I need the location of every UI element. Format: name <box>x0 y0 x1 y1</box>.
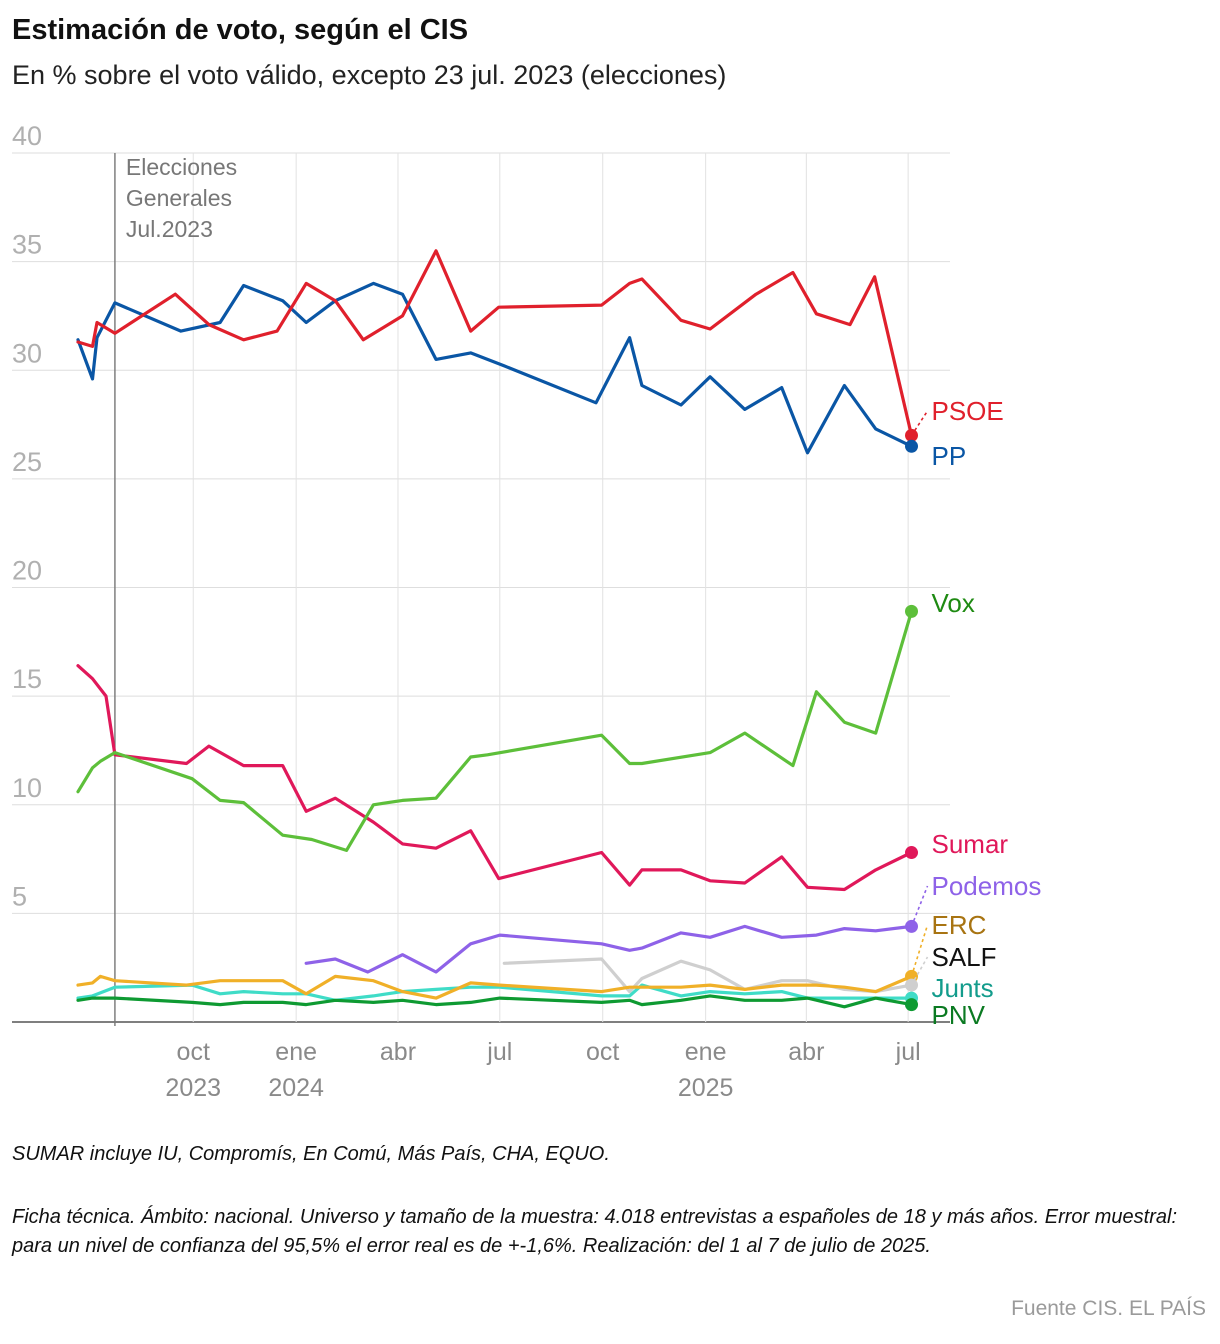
end-point-podemos <box>905 919 919 933</box>
x-tick-label: oct <box>177 1038 210 1066</box>
election-annotation-text: Elecciones <box>126 154 237 180</box>
series-label-erc: ERC <box>932 910 987 940</box>
y-tick-label: 20 <box>12 556 42 586</box>
series-line-podemos <box>304 924 914 974</box>
chart-title: Estimación de voto, según el CIS <box>12 14 469 46</box>
y-tick-label: 15 <box>12 664 42 694</box>
series-label-sumar: Sumar <box>932 829 1009 859</box>
series-line-vox <box>76 609 914 852</box>
x-axis-labels: oct 2023 ene 2024 abr jul oct ene 2025 abr jul <box>165 1038 920 1102</box>
x-tick-label: abr <box>380 1038 416 1066</box>
annotation-layer: Elecciones Generales Jul.2023 <box>114 153 237 1026</box>
leader-line-psoe <box>910 410 929 436</box>
x-tick-label: jul <box>486 1038 512 1066</box>
x-tick-label: abr <box>788 1038 824 1066</box>
series-line-erc <box>76 974 914 1000</box>
series-label-salf: SALF <box>932 942 997 972</box>
series-layer <box>76 249 914 1009</box>
x-tick-label: oct <box>586 1038 619 1066</box>
note-ficha-tecnica: Ficha técnica. Ámbito: nacional. Univers… <box>12 1206 1178 1257</box>
x-tick-year-label: 2025 <box>678 1074 734 1102</box>
grid <box>12 152 950 1023</box>
series-label-pp: PP <box>932 441 967 471</box>
y-tick-label: 5 <box>12 881 27 911</box>
y-tick-label: 10 <box>12 773 42 803</box>
series-label-psoe: PSOE <box>932 396 1004 426</box>
x-tick-year-label: 2024 <box>268 1074 324 1102</box>
end-point-pnv <box>905 998 919 1012</box>
series-label-vox: Vox <box>932 588 975 618</box>
series-line-junts <box>76 983 914 1002</box>
series-line-salf <box>502 957 914 994</box>
x-tick-year-label: 2023 <box>165 1074 221 1102</box>
end-point-salf <box>905 978 919 992</box>
end-point-sumar <box>905 846 919 860</box>
note-sumar: SUMAR incluye IU, Compromís, En Comú, Má… <box>12 1143 610 1165</box>
series-label-podemos: Podemos <box>932 871 1042 901</box>
leader-line-salf <box>910 956 929 986</box>
series-line-sumar <box>76 664 914 892</box>
source-credit: Fuente CIS. EL PAÍS <box>1011 1297 1206 1320</box>
series-label-pnv: PNV <box>932 1000 986 1030</box>
x-tick-label: ene <box>685 1038 727 1066</box>
series-line-pp <box>76 281 914 455</box>
chart-subtitle: En % sobre el voto válido, excepto 23 ju… <box>12 60 727 90</box>
y-tick-label: 30 <box>12 338 42 368</box>
series-line-psoe <box>76 249 914 437</box>
election-annotation-text: Generales <box>126 185 232 211</box>
end-point-vox <box>905 604 919 618</box>
end-point-pp <box>905 439 919 453</box>
y-tick-label: 40 <box>12 121 42 151</box>
leader-line-podemos <box>910 885 929 927</box>
y-tick-label: 35 <box>12 230 42 260</box>
election-annotation-text: Jul.2023 <box>126 216 213 242</box>
y-tick-label: 25 <box>12 447 42 477</box>
series-label-junts: Junts <box>932 973 994 1003</box>
y-axis-labels: 5 10 15 20 25 30 35 40 <box>12 121 42 911</box>
leader-line-erc <box>910 924 929 977</box>
x-tick-label: ene <box>275 1038 317 1066</box>
series-line-pnv <box>76 994 914 1009</box>
x-tick-label: jul <box>895 1038 921 1066</box>
end-point-psoe <box>905 428 919 442</box>
